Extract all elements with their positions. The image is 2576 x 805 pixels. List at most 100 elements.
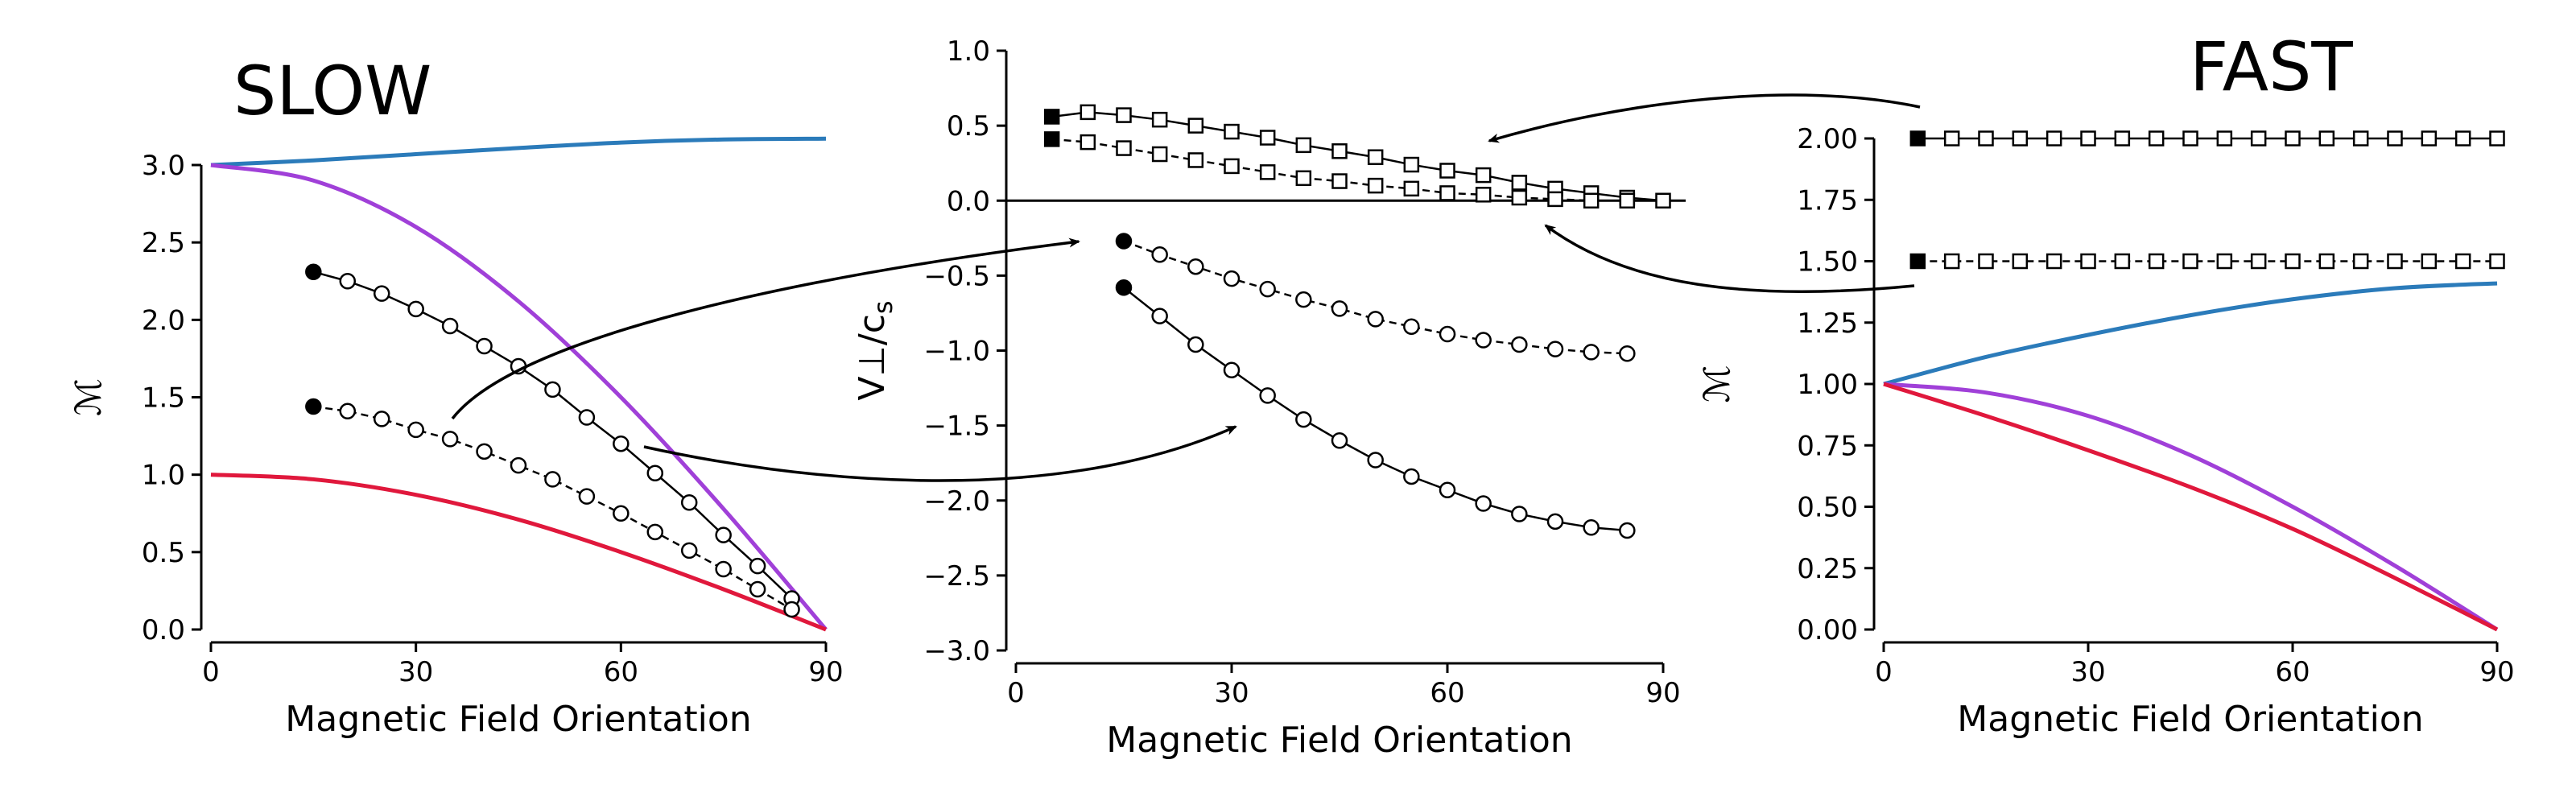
data-point xyxy=(1511,189,1528,206)
data-point xyxy=(305,398,322,415)
series-line xyxy=(1883,382,2499,632)
series-3 xyxy=(210,473,827,632)
series-line xyxy=(313,270,793,600)
x-tick-label: 90 xyxy=(2479,656,2514,688)
x-tick-label: 90 xyxy=(808,656,843,688)
data-point xyxy=(1619,192,1636,208)
data-point xyxy=(680,542,698,559)
x-tick-label: 0 xyxy=(1007,677,1025,709)
y-tick-label: 1.00 xyxy=(1797,369,1858,401)
data-point xyxy=(544,381,561,398)
x-axis-label: Magnetic Field Orientation xyxy=(285,699,751,740)
data-point xyxy=(1331,173,1348,189)
y-tick-label: −1.5 xyxy=(923,411,990,443)
y-tick-label: 1.50 xyxy=(1797,246,1858,279)
data-point xyxy=(2387,130,2403,147)
data-point xyxy=(2421,253,2438,270)
data-point xyxy=(1151,111,1168,128)
series-3 xyxy=(1115,279,1636,539)
data-point xyxy=(2182,253,2198,270)
data-point xyxy=(1943,253,1960,270)
data-point xyxy=(2250,253,2267,270)
data-point xyxy=(2250,130,2267,147)
data-point xyxy=(646,464,664,481)
data-point xyxy=(2148,253,2165,270)
data-point xyxy=(749,557,766,575)
data-point xyxy=(1978,130,1994,147)
y-tick-label: 1.75 xyxy=(1797,184,1858,217)
series-1 xyxy=(210,136,827,167)
data-point xyxy=(1439,163,1455,179)
data-point xyxy=(1224,123,1240,140)
data-point xyxy=(1439,481,1456,498)
data-point xyxy=(1043,109,1060,125)
y-axis-label: ℳ xyxy=(1697,365,1738,402)
data-point xyxy=(1403,180,1420,197)
fast-label: FAST xyxy=(2190,27,2353,106)
data-point xyxy=(476,337,493,355)
data-point xyxy=(578,488,596,505)
series-4 xyxy=(1115,233,1636,362)
data-point xyxy=(1475,187,1492,203)
data-point xyxy=(1295,137,1312,154)
data-point xyxy=(715,560,732,578)
data-point xyxy=(2080,130,2096,147)
data-point xyxy=(1115,233,1133,250)
y-tick-label: 0.25 xyxy=(1797,553,1858,585)
data-point xyxy=(2114,130,2131,147)
y-tick-label: 1.0 xyxy=(142,460,185,492)
series-2 xyxy=(1043,131,1636,208)
series-line xyxy=(1883,382,2499,632)
data-point xyxy=(2012,253,2029,270)
series-4 xyxy=(305,263,800,607)
data-point xyxy=(2318,253,2335,270)
data-point xyxy=(1187,152,1204,168)
series-3 xyxy=(1883,382,2499,632)
data-point xyxy=(2489,130,2505,147)
y-tick-label: 3.0 xyxy=(142,150,185,182)
data-point xyxy=(1259,130,1276,146)
data-point xyxy=(1080,134,1096,151)
x-axis-label: Magnetic Field Orientation xyxy=(1957,699,2423,740)
data-point xyxy=(2046,253,2062,270)
series-2 xyxy=(1883,382,2499,632)
data-point xyxy=(646,523,664,541)
data-point xyxy=(1475,495,1492,512)
data-point xyxy=(2387,253,2403,270)
x-tick-label: 60 xyxy=(2275,656,2310,688)
data-point xyxy=(441,431,459,448)
data-point xyxy=(1187,336,1204,353)
data-point xyxy=(1295,411,1312,428)
data-point xyxy=(613,435,630,452)
data-point xyxy=(1367,177,1384,194)
data-point xyxy=(476,443,493,460)
y-tick-label: 2.00 xyxy=(1797,123,1858,155)
data-point xyxy=(339,402,357,420)
y-tick-label: 2.5 xyxy=(142,227,185,259)
x-axis-label: Magnetic Field Orientation xyxy=(1106,720,1572,761)
data-point xyxy=(1151,246,1168,263)
slow-panel: 0.0 0.5 1.0 1.5 2.0 2.5 3.0 0 30 60 90 Magnetic Fie… xyxy=(68,136,844,740)
data-point xyxy=(305,263,322,280)
data-point xyxy=(1655,192,1671,208)
fast-panel: 0.00 0.25 0.50 0.75 1.00 1.25 1.50 1.75 2.00 0 30 6… xyxy=(1697,123,2515,740)
data-point xyxy=(1115,279,1133,296)
series-line xyxy=(313,405,793,611)
data-point xyxy=(2046,130,2062,147)
data-point xyxy=(1439,185,1455,201)
y-tick-label: 0.0 xyxy=(142,614,185,646)
series-1 xyxy=(1883,281,2498,386)
data-point xyxy=(1259,164,1276,180)
data-point xyxy=(2421,130,2438,147)
y-tick-label: −0.5 xyxy=(923,260,990,292)
series-5 xyxy=(1909,253,2505,270)
x-tick-label: 60 xyxy=(604,656,638,688)
y-tick-label: 0.50 xyxy=(1797,492,1858,524)
data-point xyxy=(749,580,766,598)
series-line xyxy=(210,473,827,632)
y-tick-label: 0.75 xyxy=(1797,430,1858,462)
series-line xyxy=(210,136,827,167)
series-4 xyxy=(1909,130,2505,147)
y-tick-label: 1.0 xyxy=(947,35,990,68)
data-point xyxy=(2352,130,2369,147)
